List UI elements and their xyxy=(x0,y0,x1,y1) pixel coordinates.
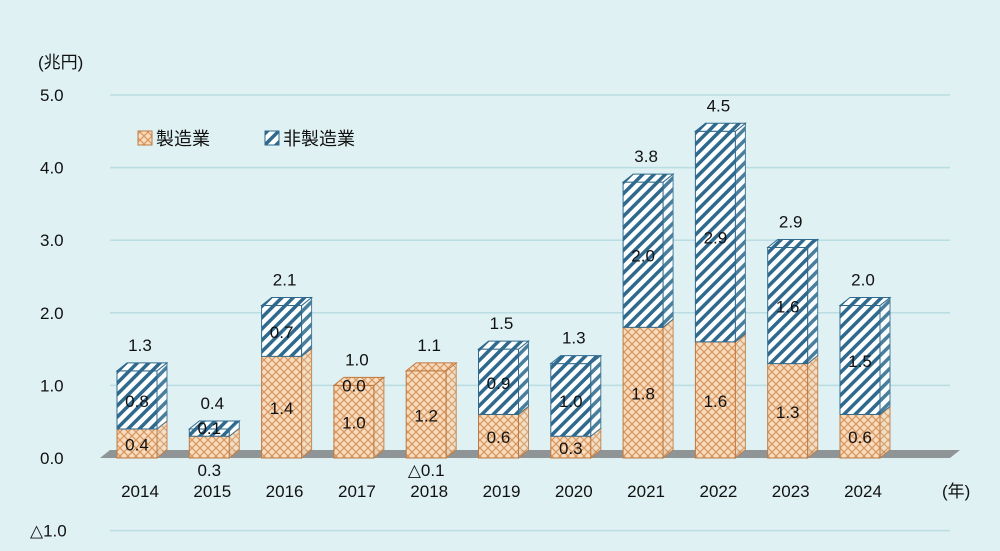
bar-segment-side xyxy=(518,340,529,416)
x-tick-label: 2014 xyxy=(121,482,159,501)
bar-top-face xyxy=(549,355,603,365)
bar-segment-side xyxy=(662,173,674,329)
manufacturing-value-label: 1.8 xyxy=(631,385,655,404)
total-value-label: 2.9 xyxy=(779,212,803,231)
bar-segment-side xyxy=(879,405,891,460)
bar-top-face xyxy=(477,340,530,350)
y-tick-label: 0.0 xyxy=(40,449,64,468)
bar-segment-side xyxy=(734,122,746,343)
bar-top-face xyxy=(332,376,386,386)
x-unit-label: (年) xyxy=(942,482,970,501)
x-tick-label: 2017 xyxy=(338,482,376,501)
bar-segment-side xyxy=(879,296,891,416)
total-value-label: 4.5 xyxy=(707,96,731,115)
y-unit-label: (兆円) xyxy=(38,53,83,72)
non-manufacturing-value-label: 2.0 xyxy=(631,247,655,266)
non-manufacturing-value-label: 1.6 xyxy=(776,298,800,317)
baseline-floor xyxy=(100,450,960,458)
total-value-label: 1.3 xyxy=(562,329,586,348)
legend-label-non-manufacturing: 非製造業 xyxy=(283,129,355,149)
x-tick-label: 2022 xyxy=(699,482,737,501)
bar-segment-side xyxy=(518,405,529,460)
bar-segment-side xyxy=(373,376,385,460)
total-value-label: 0.4 xyxy=(200,394,224,413)
bar-segment xyxy=(478,413,519,459)
bar-segment xyxy=(622,181,664,328)
bar-top-face xyxy=(187,420,241,430)
bar-segment xyxy=(694,130,736,343)
manufacturing-value-label: 0.6 xyxy=(487,428,511,447)
x-tick-label: 2019 xyxy=(483,482,521,501)
legend-swatch-manufacturing xyxy=(137,130,153,146)
x-tick-label: 2024 xyxy=(844,482,882,501)
bar-segment-side xyxy=(445,361,457,460)
non-manufacturing-value-label: 0.0 xyxy=(342,376,366,395)
manufacturing-value-label: 0.6 xyxy=(848,428,872,447)
y-tick-label: 4.0 xyxy=(40,159,64,178)
legend-label-manufacturing: 製造業 xyxy=(156,129,210,149)
manufacturing-value-label: 0.4 xyxy=(125,435,149,454)
non-manufacturing-value-label: 0.7 xyxy=(270,323,294,342)
manufacturing-value-label: 1.0 xyxy=(342,414,366,433)
x-tick-label: 2021 xyxy=(627,482,665,501)
manufacturing-value-label: 0.3 xyxy=(197,461,221,480)
bar-top-face xyxy=(838,297,892,307)
y-tick-label: 3.0 xyxy=(40,231,64,250)
bar-segment-side xyxy=(590,354,602,438)
bar-top-face xyxy=(404,362,458,372)
total-value-label: 1.1 xyxy=(417,336,441,355)
legend: 製造業 非製造業 xyxy=(137,129,355,149)
bar-segment xyxy=(839,305,881,415)
bar-segment xyxy=(839,413,881,459)
total-value-label: 1.0 xyxy=(345,350,369,369)
non-manufacturing-value-label: 1.0 xyxy=(559,392,583,411)
non-manufacturing-value-label: 1.5 xyxy=(848,352,872,371)
non-manufacturing-value-label: 0.8 xyxy=(125,392,149,411)
bar-top-face xyxy=(621,173,675,183)
bar-segment-side xyxy=(662,318,674,460)
non-manufacturing-value-label: 0.9 xyxy=(487,374,511,393)
bar-segment xyxy=(767,363,809,459)
y-tick-label: 5.0 xyxy=(40,86,64,105)
non-manufacturing-value-label: 2.9 xyxy=(704,229,728,248)
bar-segment-side xyxy=(301,296,313,358)
legend-swatch-non-manufacturing xyxy=(264,130,280,146)
y-tick-label: 2.0 xyxy=(40,304,64,323)
x-tick-label: 2023 xyxy=(772,482,810,501)
bar-top-face xyxy=(766,238,820,248)
bar-segment-side xyxy=(734,332,746,460)
bar-segment xyxy=(261,355,303,459)
non-manufacturing-value-label: 0.1 xyxy=(197,419,221,438)
manufacturing-value-label: 1.6 xyxy=(704,392,728,411)
x-tick-label: 2016 xyxy=(266,482,304,501)
manufacturing-value-label: 1.2 xyxy=(414,406,438,425)
bar-top-face xyxy=(115,362,169,372)
bar-segment xyxy=(188,435,230,459)
manufacturing-value-label: 1.4 xyxy=(270,399,294,418)
bar-segment-side xyxy=(301,347,313,460)
bar-segment-side xyxy=(807,354,819,460)
y-tick-label: △1.0 xyxy=(30,522,67,541)
total-value-label: 1.5 xyxy=(490,314,514,333)
bar-segment xyxy=(405,370,447,459)
y-tick-label: 1.0 xyxy=(40,376,64,395)
manufacturing-value-label: 0.3 xyxy=(559,439,583,458)
non-manufacturing-value-label: △0.1 xyxy=(408,461,445,480)
total-value-label: 3.8 xyxy=(634,147,658,166)
x-tick-label: 2020 xyxy=(555,482,593,501)
manufacturing-value-label: 1.3 xyxy=(776,403,800,422)
x-tick-label: 2018 xyxy=(410,482,448,501)
bar-top-face xyxy=(260,297,314,307)
bar-top-face xyxy=(693,122,747,132)
total-value-label: 2.0 xyxy=(851,271,875,290)
bar-segment-side xyxy=(807,238,819,365)
total-value-label: 2.1 xyxy=(273,271,297,290)
x-tick-label: 2015 xyxy=(193,482,231,501)
bar-segment-side xyxy=(156,361,168,431)
total-value-label: 1.3 xyxy=(128,336,152,355)
